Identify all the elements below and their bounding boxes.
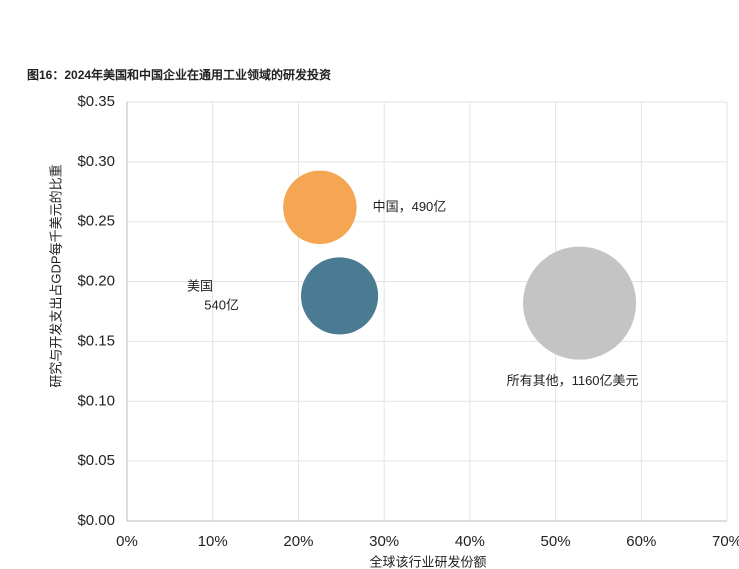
x-tick-label: 20%: [283, 533, 313, 550]
y-tick-label: $0.00: [77, 512, 115, 529]
chart-title: 图16：2024年美国和中国企业在通用工业领域的研发投资: [27, 67, 331, 82]
y-tick-label: $0.05: [77, 452, 115, 469]
bubble: [523, 246, 637, 360]
bubble-label: 540亿: [204, 297, 239, 312]
y-tick-label: $0.10: [77, 392, 115, 409]
x-tick-label: 50%: [541, 533, 571, 550]
x-axis-label: 全球该行业研发份额: [369, 554, 486, 569]
bubble-label: 美国: [187, 278, 213, 293]
x-tick-label: 60%: [626, 533, 656, 550]
y-tick-label: $0.15: [77, 332, 115, 349]
bubble-label: 中国，490亿: [373, 199, 447, 214]
x-tick-label: 30%: [369, 533, 399, 550]
y-tick-label: $0.30: [77, 153, 115, 170]
bubble: [283, 170, 357, 245]
y-axis-label: 研究与开发支出占GDP每千美元的比重: [48, 164, 63, 387]
bubble-label: 所有其他，1160亿美元: [507, 373, 639, 388]
bubble: [300, 257, 379, 335]
y-tick-label: $0.25: [77, 213, 115, 230]
x-tick-label: 40%: [455, 533, 485, 550]
x-tick-label: 70%: [712, 533, 739, 550]
x-tick-label: 0%: [116, 533, 138, 550]
x-tick-label: 10%: [198, 533, 228, 550]
y-tick-label: $0.35: [77, 93, 115, 110]
y-tick-label: $0.20: [77, 273, 115, 290]
